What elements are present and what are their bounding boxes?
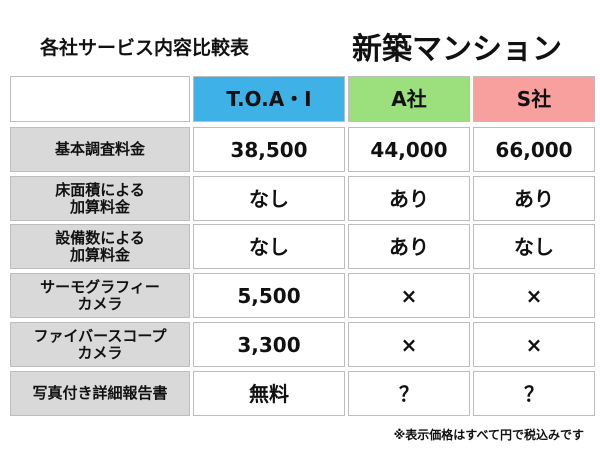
- column-header: S社: [473, 76, 595, 122]
- table-cell: 38,500: [193, 127, 345, 172]
- footnote: ※表示価格はすべて円で税込みです: [393, 428, 584, 442]
- table-cell: ？: [473, 371, 595, 416]
- column-header: T.O.A・I: [193, 76, 345, 122]
- table-cell: 無料: [193, 371, 345, 416]
- row-label: 床面積による 加算料金: [10, 176, 190, 221]
- row-label: サーモグラフィー カメラ: [10, 273, 190, 318]
- table-cell: 3,300: [193, 322, 345, 367]
- table-cell: なし: [193, 224, 345, 269]
- row-label: ファイバースコープ カメラ: [10, 322, 190, 367]
- table-cell: ×: [473, 322, 595, 367]
- title: 各社サービス内容比較表: [40, 37, 250, 59]
- column-header: A社: [348, 76, 470, 122]
- table-cell: ×: [473, 273, 595, 318]
- table-cell: ？: [348, 371, 470, 416]
- table-cell: 66,000: [473, 127, 595, 172]
- table-cell: 5,500: [193, 273, 345, 318]
- table-cell: あり: [473, 176, 595, 221]
- corner-cell: [10, 76, 190, 122]
- row-label: 写真付き詳細報告書: [10, 371, 190, 416]
- table-cell: ×: [348, 273, 470, 318]
- table-cell: あり: [348, 224, 470, 269]
- table-cell: 44,000: [348, 127, 470, 172]
- row-label: 基本調査料金: [10, 127, 190, 172]
- table-cell: なし: [193, 176, 345, 221]
- table-cell: ×: [348, 322, 470, 367]
- table-cell: あり: [348, 176, 470, 221]
- table-cell: なし: [473, 224, 595, 269]
- subtitle: 新築マンション: [352, 32, 562, 67]
- row-label: 設備数による 加算料金: [10, 224, 190, 269]
